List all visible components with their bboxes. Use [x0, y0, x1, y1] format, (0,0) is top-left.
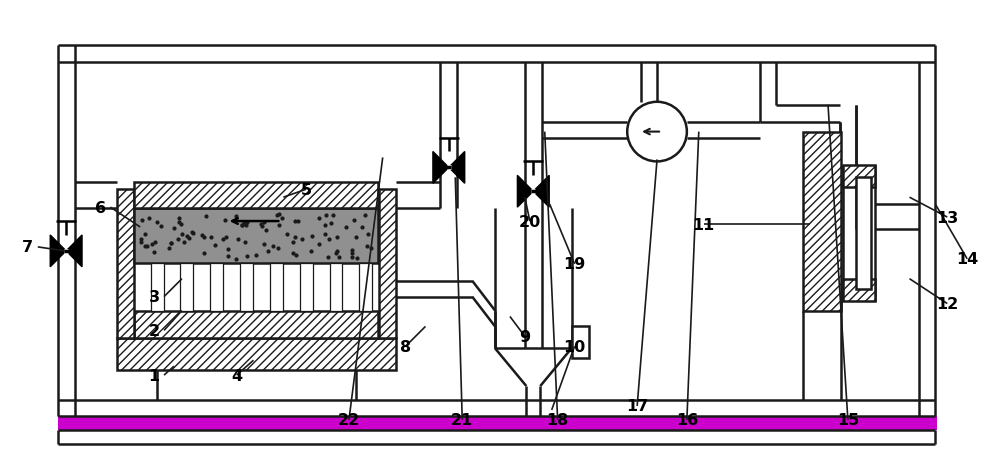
Text: 22: 22	[338, 413, 360, 427]
Bar	[117, 339, 396, 370]
Text: 7: 7	[22, 240, 33, 255]
Polygon shape	[50, 235, 66, 267]
Bar	[117, 190, 134, 339]
Text: 5: 5	[301, 182, 312, 197]
Text: 20: 20	[519, 214, 541, 229]
Text: 1: 1	[149, 368, 160, 383]
Bar	[843, 166, 875, 188]
Bar	[572, 327, 589, 358]
Text: 9: 9	[519, 329, 530, 344]
Text: 4: 4	[231, 368, 242, 383]
Bar	[270, 263, 283, 311]
Bar	[210, 263, 223, 311]
Text: 10: 10	[563, 339, 586, 354]
Bar	[58, 416, 937, 430]
Text: 15: 15	[837, 413, 859, 427]
Polygon shape	[449, 152, 465, 184]
Text: 18: 18	[547, 413, 569, 427]
Bar	[134, 189, 378, 209]
Bar	[843, 279, 875, 301]
Text: 12: 12	[936, 297, 958, 311]
Polygon shape	[533, 176, 549, 207]
Bar	[240, 263, 253, 311]
Text: 8: 8	[400, 339, 411, 354]
Bar	[330, 263, 342, 311]
Bar	[134, 209, 378, 263]
Polygon shape	[66, 235, 82, 267]
Text: 6: 6	[95, 200, 106, 215]
Text: 16: 16	[676, 413, 698, 427]
Text: 14: 14	[956, 252, 978, 267]
Polygon shape	[517, 176, 533, 207]
Bar	[379, 190, 396, 339]
Text: 11: 11	[693, 217, 715, 232]
Text: 3: 3	[149, 290, 160, 304]
Text: 19: 19	[563, 257, 586, 272]
Bar	[134, 183, 378, 209]
Text: 21: 21	[451, 413, 473, 427]
Bar	[803, 132, 841, 311]
Bar	[180, 263, 193, 311]
Text: 2: 2	[149, 323, 160, 338]
Bar	[359, 263, 372, 311]
Polygon shape	[433, 152, 449, 184]
Bar	[151, 263, 164, 311]
Bar	[134, 311, 378, 339]
Text: 13: 13	[936, 210, 958, 225]
Text: 17: 17	[626, 398, 648, 414]
Bar	[856, 178, 871, 289]
Bar	[300, 263, 313, 311]
